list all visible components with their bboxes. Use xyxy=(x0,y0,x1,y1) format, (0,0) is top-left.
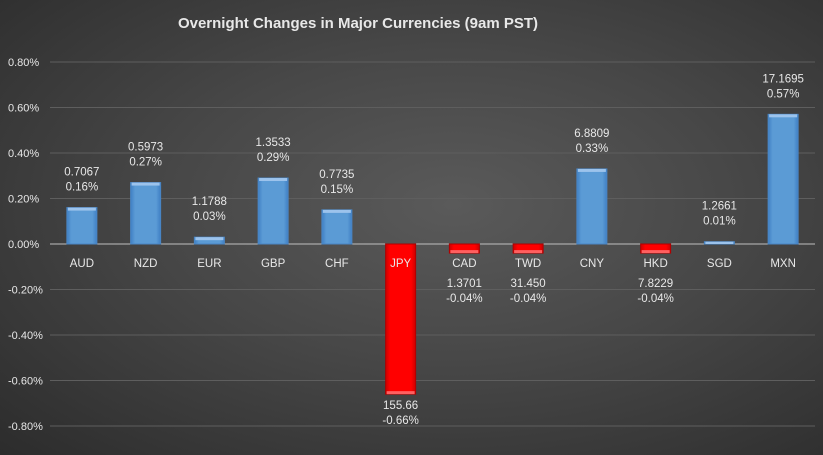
y-tick-label: 0.20% xyxy=(8,194,39,206)
data-label: 0.16% xyxy=(66,182,99,194)
category-label: GBP xyxy=(261,258,286,270)
y-tick-label: 0.60% xyxy=(8,103,39,115)
y-tick-label: 0.80% xyxy=(8,57,39,69)
bar-jpy xyxy=(385,243,417,395)
rate-label: 155.66 xyxy=(383,400,418,412)
rate-label: 7.8229 xyxy=(638,278,673,290)
bar-bevel xyxy=(259,178,288,182)
bar-chf xyxy=(321,209,353,245)
bar-bevel xyxy=(769,114,798,118)
data-label: -0.04% xyxy=(510,293,546,305)
data-label: 0.03% xyxy=(193,211,226,223)
y-tick-label: -0.60% xyxy=(8,376,43,388)
y-tick-label: -0.80% xyxy=(8,421,43,433)
rate-label: 0.7735 xyxy=(319,169,354,181)
data-label: 0.29% xyxy=(257,152,290,164)
bar-bevel xyxy=(131,182,160,186)
bar-aud xyxy=(66,207,98,245)
rate-label: 1.1788 xyxy=(192,196,227,208)
bar-bevel xyxy=(705,241,734,244)
bar-nzd xyxy=(130,182,162,245)
chart-title: Overnight Changes in Major Currencies (9… xyxy=(178,15,538,32)
bar-bevel xyxy=(322,209,351,213)
y-tick-label: -0.40% xyxy=(8,330,43,342)
bar-bevel xyxy=(195,237,224,241)
category-label: HKD xyxy=(643,258,667,270)
data-label: 0.15% xyxy=(321,184,354,196)
data-label: -0.04% xyxy=(637,293,673,305)
rate-label: 17.1695 xyxy=(762,73,804,85)
rate-label: 31.450 xyxy=(511,278,546,290)
data-label: -0.66% xyxy=(382,415,418,427)
category-label: TWD xyxy=(515,258,541,270)
rate-label: 0.5973 xyxy=(128,142,163,154)
bar-bevel xyxy=(67,207,96,211)
bar-cny xyxy=(576,168,608,245)
y-tick-label: 0.00% xyxy=(8,239,39,251)
category-label: CNY xyxy=(580,258,605,270)
category-label: JPY xyxy=(390,258,411,270)
bar-mxn xyxy=(767,113,799,245)
data-label: 0.57% xyxy=(767,88,800,100)
y-tick-label: 0.40% xyxy=(8,148,39,160)
bar-bevel xyxy=(641,250,670,254)
data-label: -0.04% xyxy=(446,293,482,305)
rate-label: 1.3533 xyxy=(256,137,291,149)
rate-label: 0.7067 xyxy=(64,167,99,179)
category-label: MXN xyxy=(770,258,796,270)
rate-label: 1.3701 xyxy=(447,278,482,290)
category-label: EUR xyxy=(197,258,221,270)
data-label: 0.33% xyxy=(576,143,609,155)
rate-label: 1.2661 xyxy=(702,201,737,213)
category-label: NZD xyxy=(134,258,158,270)
category-label: SGD xyxy=(707,258,732,270)
bar-bevel xyxy=(450,250,479,254)
bar-bevel xyxy=(386,391,415,395)
bar-gbp xyxy=(257,177,289,245)
category-label: CHF xyxy=(325,258,349,270)
bar-bevel xyxy=(514,250,543,254)
category-label: CAD xyxy=(452,258,476,270)
data-label: 0.01% xyxy=(703,216,736,228)
rate-label: 6.8809 xyxy=(574,128,609,140)
data-label: 0.27% xyxy=(129,157,162,169)
bar-bevel xyxy=(577,168,606,172)
category-label: AUD xyxy=(70,258,94,270)
y-tick-label: -0.20% xyxy=(8,285,43,297)
